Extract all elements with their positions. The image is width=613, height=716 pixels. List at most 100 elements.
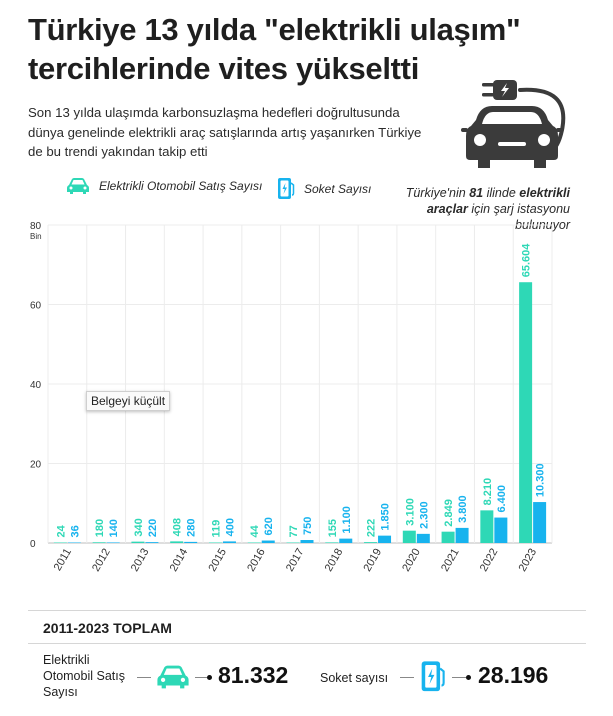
bar-cars	[131, 541, 145, 543]
value-label-cars: 119	[210, 520, 222, 538]
bar-sockets	[339, 538, 353, 543]
y-tick-label: 0	[30, 539, 36, 550]
page-title: Türkiye 13 yılda "elektrikli ulaşım" ter…	[28, 12, 521, 86]
zoom-out-tooltip[interactable]: Belgeyi küçült	[86, 391, 171, 411]
total-cars-line-right	[195, 677, 207, 678]
x-tick-label: 2022	[478, 547, 501, 574]
bar-sockets	[222, 541, 236, 543]
total-cars-line-left	[137, 677, 151, 678]
bar-sockets	[416, 533, 430, 543]
x-tick-label: 2014	[168, 547, 191, 574]
value-label-cars: 44	[249, 524, 261, 537]
bar-sockets	[184, 541, 198, 543]
y-tick-label: 40	[30, 380, 42, 391]
value-label-sockets: 10.300	[535, 463, 547, 497]
divider-bottom	[28, 643, 586, 644]
ev-charging-car-icon	[461, 80, 566, 168]
total-charging-station-icon	[421, 661, 445, 692]
note-bold: elektrikli araçlar	[426, 186, 570, 216]
total-sockets-line-left	[400, 677, 414, 678]
value-label-cars: 3.100	[404, 498, 416, 526]
car-icon	[67, 178, 89, 194]
bar-sockets	[106, 542, 120, 543]
value-label-sockets: 1.850	[380, 503, 392, 531]
x-tick-label: 2011	[52, 547, 74, 573]
value-label-cars: 24	[55, 524, 67, 537]
total-cars-dot	[207, 675, 212, 680]
total-sockets-label: Soket sayısı	[320, 671, 389, 685]
value-label-sockets: 2.300	[418, 501, 430, 529]
total-sockets-line-right	[452, 677, 466, 678]
legend-cars: Elektrikli Otomobil Satış Sayısı	[66, 177, 262, 195]
value-label-cars: 222	[366, 519, 378, 537]
total-cars-value: 81.332	[218, 662, 289, 688]
x-tick-label: 2020	[400, 547, 423, 574]
x-tick-label: 2012	[90, 547, 113, 574]
value-label-sockets: 220	[147, 519, 159, 537]
bar-cars	[441, 531, 455, 543]
charging-station-icon	[278, 178, 295, 199]
totals-heading: 2011-2023 TOPLAM	[43, 620, 172, 636]
x-tick-label: 2018	[323, 547, 346, 574]
value-label-sockets: 280	[186, 519, 198, 537]
y-tick-label: 80	[30, 221, 42, 232]
x-tick-label: 2023	[517, 547, 540, 574]
bar-cars	[325, 542, 339, 543]
value-label-cars: 340	[133, 518, 145, 536]
total-cars-label: Elektrikli Otomobil Satış Sayısı	[43, 653, 125, 699]
bar-cars	[92, 542, 106, 543]
value-label-cars: 155	[327, 519, 339, 537]
x-tick-label: 2021	[439, 547, 462, 574]
bar-cars	[208, 542, 222, 543]
value-label-sockets: 36	[69, 525, 81, 537]
y-tick-label: 60	[30, 301, 42, 312]
value-label-sockets: 620	[263, 517, 275, 535]
bar-sockets	[67, 542, 81, 543]
bar-cars	[519, 282, 533, 543]
note-middle: ilinde	[483, 186, 520, 200]
bar-sockets	[378, 535, 392, 543]
x-tick-label: 2017	[284, 547, 307, 574]
value-label-cars: 2.849	[443, 499, 455, 527]
bar-sockets	[494, 517, 508, 543]
value-label-sockets: 3.800	[457, 495, 469, 523]
value-label-cars: 180	[94, 519, 106, 537]
bar-sockets	[145, 542, 159, 543]
bar-cars	[402, 530, 416, 543]
total-car-icon	[157, 665, 189, 689]
total-sockets-value: 28.196	[478, 662, 549, 688]
value-label-sockets: 6.400	[496, 485, 508, 513]
legend-cars-label: Elektrikli Otomobil Satış Sayısı	[99, 179, 263, 193]
note-prefix: Türkiye'nin	[405, 186, 470, 200]
value-label-cars: 65.604	[521, 243, 533, 278]
bar-cars	[170, 541, 184, 543]
value-label-cars: 77	[288, 525, 300, 537]
value-label-cars: 8.210	[482, 478, 494, 506]
x-tick-label: 2019	[362, 547, 385, 574]
x-tick-label: 2016	[245, 547, 268, 574]
y-unit-label: Bin	[30, 232, 42, 241]
total-sockets-dot	[466, 675, 471, 680]
divider-top	[28, 610, 586, 611]
bar-sockets	[300, 540, 314, 543]
value-label-cars: 408	[172, 518, 184, 536]
legend-sockets: Soket Sayısı	[277, 177, 371, 201]
bar-cars	[286, 542, 300, 543]
value-label-sockets: 750	[302, 517, 314, 535]
subtitle: Son 13 yılda ulaşımda karbonsuzlaşma hed…	[28, 105, 422, 159]
bar-sockets	[261, 540, 275, 543]
bar-sockets	[533, 502, 547, 543]
bar-cars	[53, 542, 67, 543]
value-label-sockets: 400	[224, 518, 236, 536]
legend-sockets-label: Soket Sayısı	[304, 182, 372, 196]
note-number: 81	[469, 186, 484, 200]
bar-cars	[364, 542, 378, 543]
bar-sockets	[455, 527, 469, 543]
bar-cars	[480, 510, 494, 543]
value-label-sockets: 1.100	[341, 506, 353, 534]
x-tick-label: 2015	[206, 547, 229, 574]
x-tick-label: 2013	[129, 547, 152, 574]
value-label-sockets: 140	[108, 519, 120, 537]
y-tick-label: 20	[30, 460, 42, 471]
